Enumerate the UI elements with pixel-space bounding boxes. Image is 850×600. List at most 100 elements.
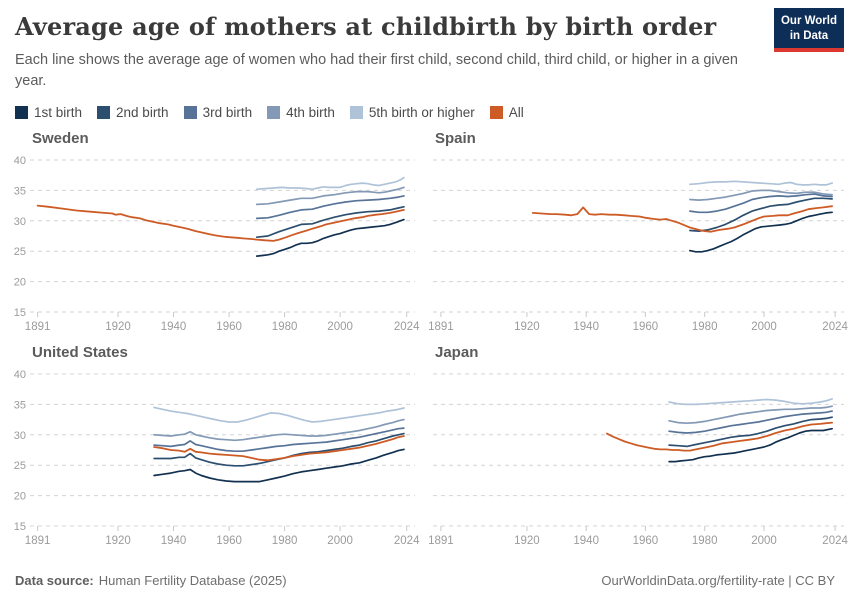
x-axis-tick-label: 1960 xyxy=(633,321,659,333)
data-source: Data source: Human Fertility Database (2… xyxy=(15,573,287,588)
legend-item-b5: 5th birth or higher xyxy=(349,105,475,121)
legend-label: 3rd birth xyxy=(202,105,253,121)
line-series-b3 xyxy=(153,427,405,453)
legend-swatch-icon xyxy=(267,106,281,120)
x-axis-tick-label: 1980 xyxy=(692,535,718,547)
legend-swatch-icon xyxy=(15,106,28,120)
x-axis-tick-label: 1891 xyxy=(429,321,454,333)
x-axis-tick-label: 2000 xyxy=(751,535,777,547)
line-series-b5 xyxy=(668,398,833,406)
line-series-b1 xyxy=(668,427,833,463)
line-series-b3 xyxy=(668,410,833,434)
x-axis-tick-label: 1940 xyxy=(161,535,187,547)
x-axis-tick-label: 1960 xyxy=(633,535,659,547)
chart-panel-spain: Spain 1891 1920 1940 1960 1980 2000 2024 xyxy=(429,130,850,340)
line-series-all xyxy=(153,435,405,462)
x-axis-tick-label: 1980 xyxy=(272,321,298,333)
y-axis-tick-label: 20 xyxy=(14,491,26,503)
line-series-b1 xyxy=(689,211,833,253)
y-axis-tick-label: 15 xyxy=(14,521,26,533)
line-series-b5 xyxy=(153,406,405,423)
line-series-b4 xyxy=(689,189,833,201)
x-axis-tick-label: 2024 xyxy=(394,535,420,547)
credit-link[interactable]: OurWorldinData.org/fertility-rate | CC B… xyxy=(601,573,835,588)
legend-item-all: All xyxy=(489,105,524,121)
x-axis-tick-label: 1891 xyxy=(25,321,51,333)
page-title: Average age of mothers at childbirth by … xyxy=(15,12,717,41)
chart-svg-united-states: 15 20 25 30 35 40 1891 1920 1940 1960 1980 2000 2024 xyxy=(14,369,420,547)
line-series-all xyxy=(36,204,405,242)
legend: 1st birth 2nd birth 3rd birth 4th birth 5th … xyxy=(15,105,835,120)
y-axis-tick-label: 35 xyxy=(14,185,26,197)
x-axis-tick-label: 1891 xyxy=(429,535,454,547)
x-axis-tick-label: 1960 xyxy=(216,535,242,547)
y-axis-tick-label: 30 xyxy=(14,430,26,442)
x-axis-tick-label: 2024 xyxy=(394,321,420,333)
x-axis-tick-label: 2000 xyxy=(327,535,353,547)
legend-swatch-icon xyxy=(489,106,503,120)
legend-swatch-icon xyxy=(183,106,197,120)
charts-grid: Sweden 15 20 25 30 35 40 1891 1920 1940 1960 1980 2… xyxy=(0,130,850,554)
y-axis-tick-label: 20 xyxy=(14,277,26,289)
line-series-b2 xyxy=(689,197,833,232)
legend-item-b2: 2nd birth xyxy=(97,105,169,120)
x-axis-tick-label: 1940 xyxy=(161,321,187,333)
chart-title: Sweden xyxy=(32,130,89,148)
line-series-all xyxy=(531,205,834,233)
line-series-b1 xyxy=(255,218,405,257)
x-axis-tick-label: 1920 xyxy=(514,535,540,547)
line-series-b4 xyxy=(153,418,405,442)
chart-svg-sweden: 15 20 25 30 35 40 1891 1920 1940 1960 1980 2000 2024 xyxy=(14,155,420,333)
x-axis-tick-label: 1920 xyxy=(105,535,131,547)
line-series-b4 xyxy=(668,405,833,425)
x-axis-tick-label: 1920 xyxy=(105,321,131,333)
x-axis-tick-label: 1940 xyxy=(573,535,599,547)
line-series-all xyxy=(605,421,834,452)
chart-panel-united-states: United States 15 20 25 30 35 40 1891 1920 1940 19… xyxy=(0,344,421,554)
x-axis-tick-label: 1980 xyxy=(692,321,718,333)
x-axis-tick-label: 1920 xyxy=(514,321,540,333)
owid-logo: Our World in Data xyxy=(773,8,844,52)
legend-label: All xyxy=(508,105,524,121)
legend-label: 2nd birth xyxy=(116,105,169,121)
line-series-b1 xyxy=(153,448,405,483)
chart-title: Spain xyxy=(435,130,476,148)
x-axis-tick-label: 2024 xyxy=(822,321,848,333)
legend-item-b1: 1st birth xyxy=(15,105,82,120)
x-axis-tick-label: 1940 xyxy=(573,321,599,333)
chart-title: United States xyxy=(32,344,128,362)
y-axis-tick-label: 15 xyxy=(14,307,26,319)
line-series-b3 xyxy=(689,193,833,214)
line-series-b3 xyxy=(255,195,405,220)
line-series-b2 xyxy=(668,416,833,448)
x-axis-tick-label: 1960 xyxy=(216,321,242,333)
x-axis-tick-label: 2000 xyxy=(327,321,353,333)
page-subtitle: Each line shows the average age of women… xyxy=(15,52,738,90)
legend-swatch-icon xyxy=(97,106,111,120)
chart-panel-sweden: Sweden 15 20 25 30 35 40 1891 1920 1940 1960 1980 2… xyxy=(0,130,421,340)
owid-logo-line1: Our World xyxy=(780,15,837,27)
data-source-label: Data source: xyxy=(15,573,94,588)
x-axis-tick-label: 2024 xyxy=(822,535,848,547)
chart-panel-japan: Japan 1891 1920 1940 1960 1980 2000 2024 xyxy=(429,344,850,554)
line-series-b5 xyxy=(689,180,833,186)
y-axis-tick-label: 40 xyxy=(14,155,26,167)
y-axis-tick-label: 25 xyxy=(14,246,26,258)
chart-svg-spain: 1891 1920 1940 1960 1980 2000 2024 xyxy=(429,159,848,333)
legend-label: 5th birth or higher xyxy=(368,105,475,121)
legend-label: 1st birth xyxy=(34,105,83,121)
y-axis-tick-label: 25 xyxy=(14,460,26,472)
y-axis-tick-label: 40 xyxy=(14,369,26,381)
footer: Data source: Human Fertility Database (2… xyxy=(15,573,835,588)
legend-item-b3: 3rd birth xyxy=(183,105,253,121)
chart-title: Japan xyxy=(435,344,479,362)
y-axis-tick-label: 30 xyxy=(14,216,26,228)
y-axis-tick-label: 35 xyxy=(14,399,26,411)
line-series-b2 xyxy=(255,205,405,239)
legend-item-b4: 4th birth xyxy=(267,105,335,120)
legend-label: 4th birth xyxy=(286,105,335,121)
x-axis-tick-label: 2000 xyxy=(751,321,777,333)
data-source-text: Human Fertility Database (2025) xyxy=(98,573,287,588)
x-axis-tick-label: 1980 xyxy=(272,535,298,547)
